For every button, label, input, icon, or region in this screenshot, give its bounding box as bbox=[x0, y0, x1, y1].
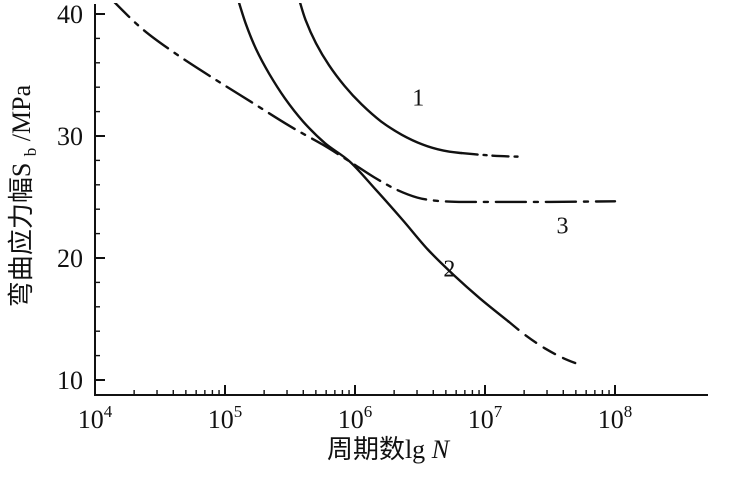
curve-3 bbox=[113, 3, 617, 204]
x-tick-base: 10 bbox=[468, 405, 494, 434]
curve-1 bbox=[460, 151, 522, 158]
y-tick-label: 20 bbox=[57, 244, 83, 273]
y-tick-label: 30 bbox=[57, 122, 83, 151]
curve-label-2: 2 bbox=[443, 256, 455, 282]
y-axis-title-unit: /MPa bbox=[7, 84, 36, 141]
x-axis-title: 周期数lg N bbox=[327, 435, 451, 464]
curve-2 bbox=[507, 320, 583, 367]
x-tick-base: 10 bbox=[78, 405, 104, 434]
x-tick-base: 10 bbox=[338, 405, 364, 434]
x-tick-exponent: 7 bbox=[494, 402, 503, 421]
x-axis-title-text: 周期数lg bbox=[327, 435, 425, 464]
y-axis-title: 弯曲应力幅S b /MPa bbox=[7, 84, 42, 307]
curve-2 bbox=[237, 3, 510, 323]
y-axis-title-text: 弯曲应力幅S bbox=[7, 163, 36, 307]
x-tick-exponent: 8 bbox=[624, 402, 633, 421]
curve-1 bbox=[298, 3, 463, 155]
x-tick-label: 105 bbox=[208, 402, 243, 434]
x-tick-label: 107 bbox=[468, 402, 503, 434]
curve-label-1: 1 bbox=[412, 86, 424, 112]
y-tick-label: 40 bbox=[57, 0, 83, 29]
x-tick-label: 108 bbox=[598, 402, 633, 434]
curve-group bbox=[113, 3, 617, 367]
x-tick-exponent: 4 bbox=[104, 402, 113, 421]
curve-number-labels: 1 2 3 bbox=[412, 86, 568, 283]
x-tick-label: 104 bbox=[78, 402, 113, 434]
x-axis-title-variable: N bbox=[431, 435, 451, 464]
x-tick-exponent: 5 bbox=[234, 402, 243, 421]
curve-label-3: 3 bbox=[557, 214, 569, 240]
y-axis-title-subscript: b bbox=[21, 148, 40, 157]
x-tick-base: 10 bbox=[598, 405, 624, 434]
x-tick-label: 106 bbox=[338, 402, 373, 434]
y-tick-label: 10 bbox=[57, 366, 83, 395]
x-tick-exponent: 6 bbox=[364, 402, 373, 421]
x-tick-base: 10 bbox=[208, 405, 234, 434]
